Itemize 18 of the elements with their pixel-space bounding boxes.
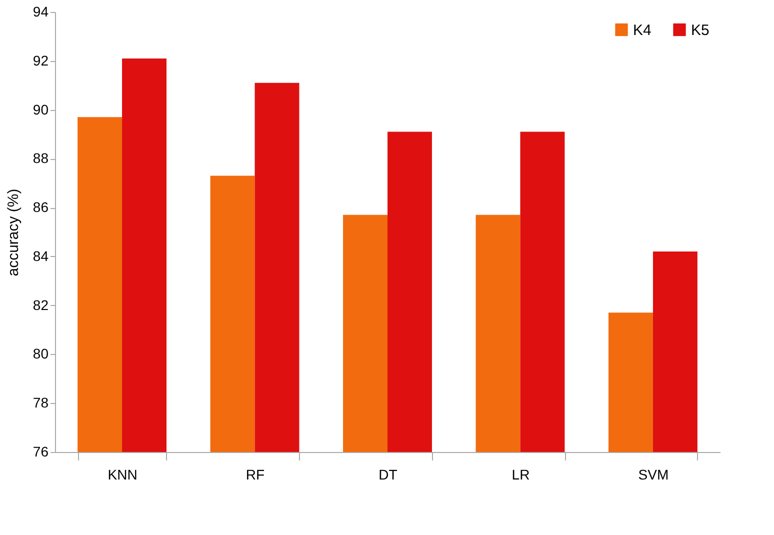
y-tick-label: 94 (32, 4, 49, 20)
x-tick-label: RF (246, 466, 265, 482)
y-tick-label: 76 (32, 444, 49, 460)
x-tick-label: KNN (108, 466, 138, 482)
x-tick-label: SVM (638, 466, 669, 482)
legend-label: K4 (633, 22, 652, 39)
y-tick-label: 88 (32, 150, 49, 166)
x-tick-label: LR (512, 466, 530, 482)
y-tick-label: 78 (32, 394, 49, 411)
y-tick-label: 82 (32, 296, 49, 313)
y-tick-label: 92 (32, 52, 49, 68)
y-tick-label: 90 (32, 101, 49, 118)
y-tick-label: 86 (32, 199, 49, 216)
legend-label: K5 (691, 22, 710, 39)
y-axis-title: accuracy (%) (4, 188, 22, 276)
y-tick-label: 80 (32, 346, 49, 362)
y-tick-label: 84 (32, 248, 49, 264)
x-tick-label: DT (378, 466, 398, 482)
